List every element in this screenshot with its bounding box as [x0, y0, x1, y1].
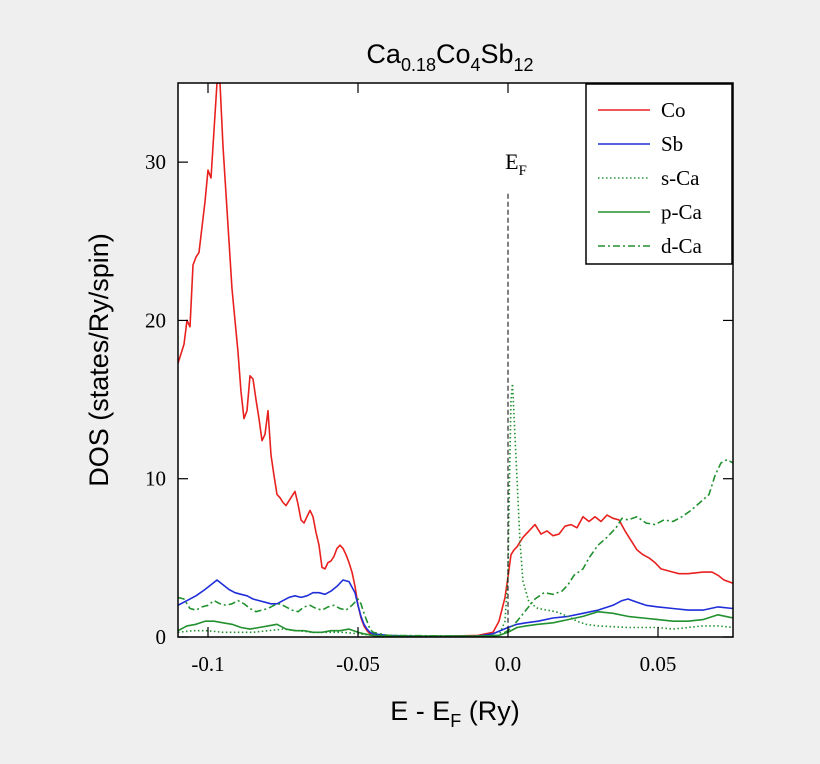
legend-label-co: Co — [661, 98, 686, 122]
y-tick-label: 30 — [145, 150, 166, 174]
x-tick-label: -0.1 — [191, 652, 224, 676]
legend-box — [585, 83, 733, 265]
x-tick-label: 0.05 — [640, 652, 677, 676]
y-tick-label: 10 — [145, 467, 166, 491]
y-tick-label: 0 — [156, 625, 167, 649]
x-tick-label: 0.0 — [495, 652, 521, 676]
series-line-s-ca — [178, 382, 733, 637]
y-axis-label: DOS (states/Ry/spin) — [84, 233, 114, 487]
series-line-sb — [178, 579, 733, 637]
x-tick-label: -0.05 — [336, 652, 380, 676]
ticks-layer: -0.1 -0.05 0.0 0.05 0 10 20 30 — [145, 83, 733, 676]
y-tick-label: 20 — [145, 308, 166, 332]
legend: Co Sb s-Ca p-Ca d-Ca — [585, 83, 733, 265]
legend-label-p-ca: p-Ca — [661, 200, 703, 224]
series-line-co — [178, 83, 733, 637]
series-layer — [178, 83, 733, 637]
series-line-d-ca — [178, 458, 733, 637]
legend-label-d-ca: d-Ca — [661, 234, 703, 258]
series-line-p-ca — [178, 610, 733, 637]
fermi-layer: EF — [505, 149, 527, 637]
plot-frame — [177, 82, 734, 638]
legend-label-s-ca: s-Ca — [661, 166, 700, 190]
chart-title: Ca0.18Co4Sb12 — [366, 39, 533, 75]
fermi-level-label: EF — [505, 149, 527, 179]
legend-label-sb: Sb — [661, 132, 683, 156]
x-axis-label: E - EF (Ry) — [390, 696, 520, 731]
